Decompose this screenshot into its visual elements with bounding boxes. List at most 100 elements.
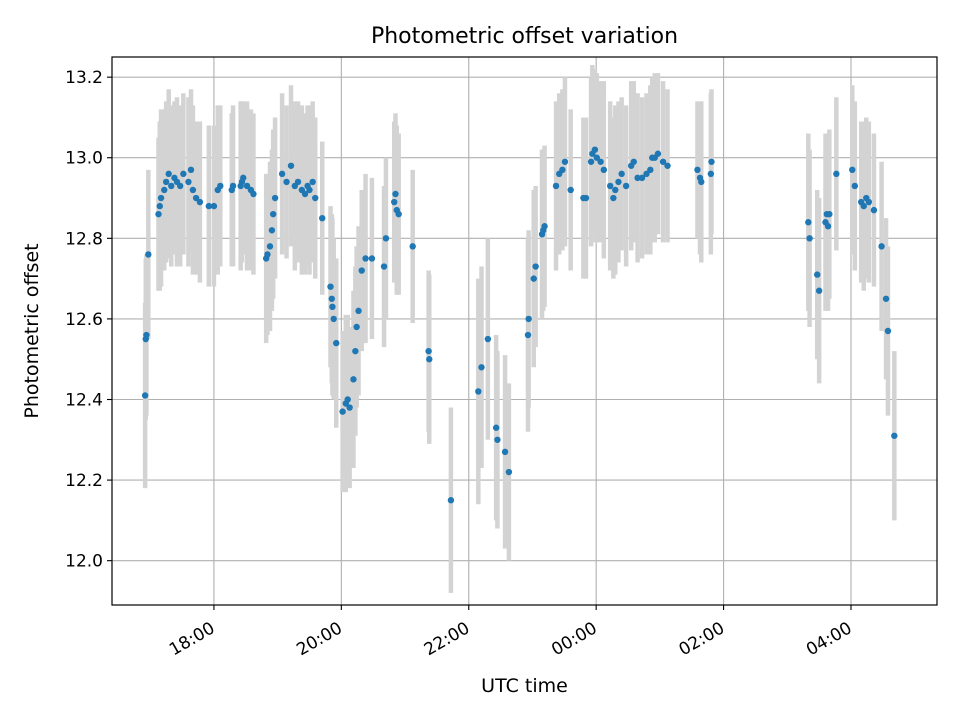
- data-point: [582, 194, 590, 202]
- data-point: [264, 251, 271, 258]
- data-point: [525, 315, 532, 323]
- data-point: [806, 235, 813, 242]
- data-point: [630, 158, 637, 165]
- data-point: [647, 166, 654, 174]
- data-point: [708, 158, 715, 165]
- data-point: [382, 235, 390, 242]
- data-point: [352, 347, 359, 355]
- data-point: [532, 263, 539, 270]
- y-tick-label: 13.0: [65, 149, 103, 169]
- y-tick-label: 12.4: [65, 391, 103, 411]
- data-point: [205, 202, 213, 210]
- data-point: [380, 263, 388, 270]
- data-point: [350, 376, 357, 383]
- data-point: [447, 497, 455, 504]
- data-point: [638, 174, 646, 182]
- data-point: [849, 166, 856, 174]
- data-point: [192, 194, 200, 202]
- data-point: [865, 198, 873, 206]
- data-point: [271, 194, 279, 202]
- data-point: [278, 170, 286, 178]
- data-point: [250, 190, 257, 198]
- data-point: [240, 174, 247, 182]
- data-point: [882, 295, 890, 302]
- data-point: [587, 158, 595, 165]
- data-point: [329, 303, 336, 311]
- data-point: [492, 424, 500, 431]
- data-point: [161, 186, 168, 194]
- data-point: [659, 158, 667, 165]
- data-point: [283, 178, 290, 186]
- y-axis-label: Photometric offset: [21, 243, 43, 418]
- data-point: [478, 364, 485, 371]
- data-point: [327, 283, 334, 290]
- y-axis-ticks: 12.0 12.2 12.4 12.6 12.8 13.0 13.2: [65, 68, 112, 572]
- data-point: [805, 219, 812, 226]
- data-point: [593, 154, 601, 161]
- data-point: [815, 287, 823, 294]
- data-point: [615, 178, 622, 186]
- chart-title: Photometric offset variation: [371, 24, 678, 49]
- data-point: [664, 162, 671, 169]
- data-point: [501, 448, 509, 456]
- data-point: [392, 190, 399, 198]
- data-point: [505, 468, 513, 476]
- data-point: [654, 150, 662, 157]
- data-point: [328, 295, 335, 302]
- data-point: [229, 182, 237, 190]
- data-point: [567, 186, 574, 194]
- data-point: [165, 170, 172, 178]
- data-point: [355, 307, 362, 315]
- y-tick-label: 12.8: [65, 229, 103, 249]
- data-point: [306, 186, 313, 194]
- data-point: [851, 182, 859, 190]
- data-point: [141, 392, 149, 399]
- data-point: [559, 166, 566, 174]
- data-point: [346, 404, 353, 411]
- data-point: [494, 436, 501, 443]
- data-point: [524, 331, 532, 339]
- y-tick-label: 12.2: [65, 471, 103, 491]
- data-point: [266, 243, 274, 250]
- data-point: [268, 227, 276, 234]
- data-point: [475, 388, 482, 395]
- data-point: [618, 170, 625, 178]
- data-point: [600, 166, 608, 174]
- y-tick-label: 13.2: [65, 68, 103, 88]
- data-point: [530, 275, 537, 282]
- data-point: [168, 182, 175, 190]
- data-point: [210, 202, 218, 210]
- data-point: [185, 178, 192, 186]
- data-point: [319, 214, 326, 222]
- data-points: [141, 146, 898, 504]
- plot-frame: [111, 56, 938, 606]
- x-axis-label: UTC time: [481, 675, 568, 697]
- y-tick-label: 12.6: [65, 310, 103, 330]
- data-point: [814, 271, 821, 278]
- data-point: [187, 166, 195, 174]
- data-point: [612, 186, 619, 194]
- data-point: [309, 178, 316, 186]
- data-point: [833, 170, 840, 178]
- data-point: [694, 166, 701, 174]
- data-point: [391, 198, 398, 206]
- data-point: [552, 182, 560, 190]
- data-point: [189, 186, 197, 194]
- data-point: [358, 267, 365, 274]
- data-point: [425, 347, 432, 355]
- data-point: [156, 202, 163, 210]
- data-point: [368, 255, 376, 262]
- data-point: [541, 223, 548, 230]
- data-point: [301, 190, 309, 198]
- y-tick-label: 12.0: [65, 552, 103, 572]
- data-point: [180, 170, 187, 178]
- data-point: [157, 194, 165, 202]
- data-point: [395, 210, 402, 218]
- data-point: [269, 210, 277, 218]
- data-point: [362, 255, 369, 262]
- data-point: [606, 182, 614, 190]
- data-point: [162, 178, 170, 186]
- data-point: [591, 146, 599, 153]
- data-point: [824, 223, 832, 230]
